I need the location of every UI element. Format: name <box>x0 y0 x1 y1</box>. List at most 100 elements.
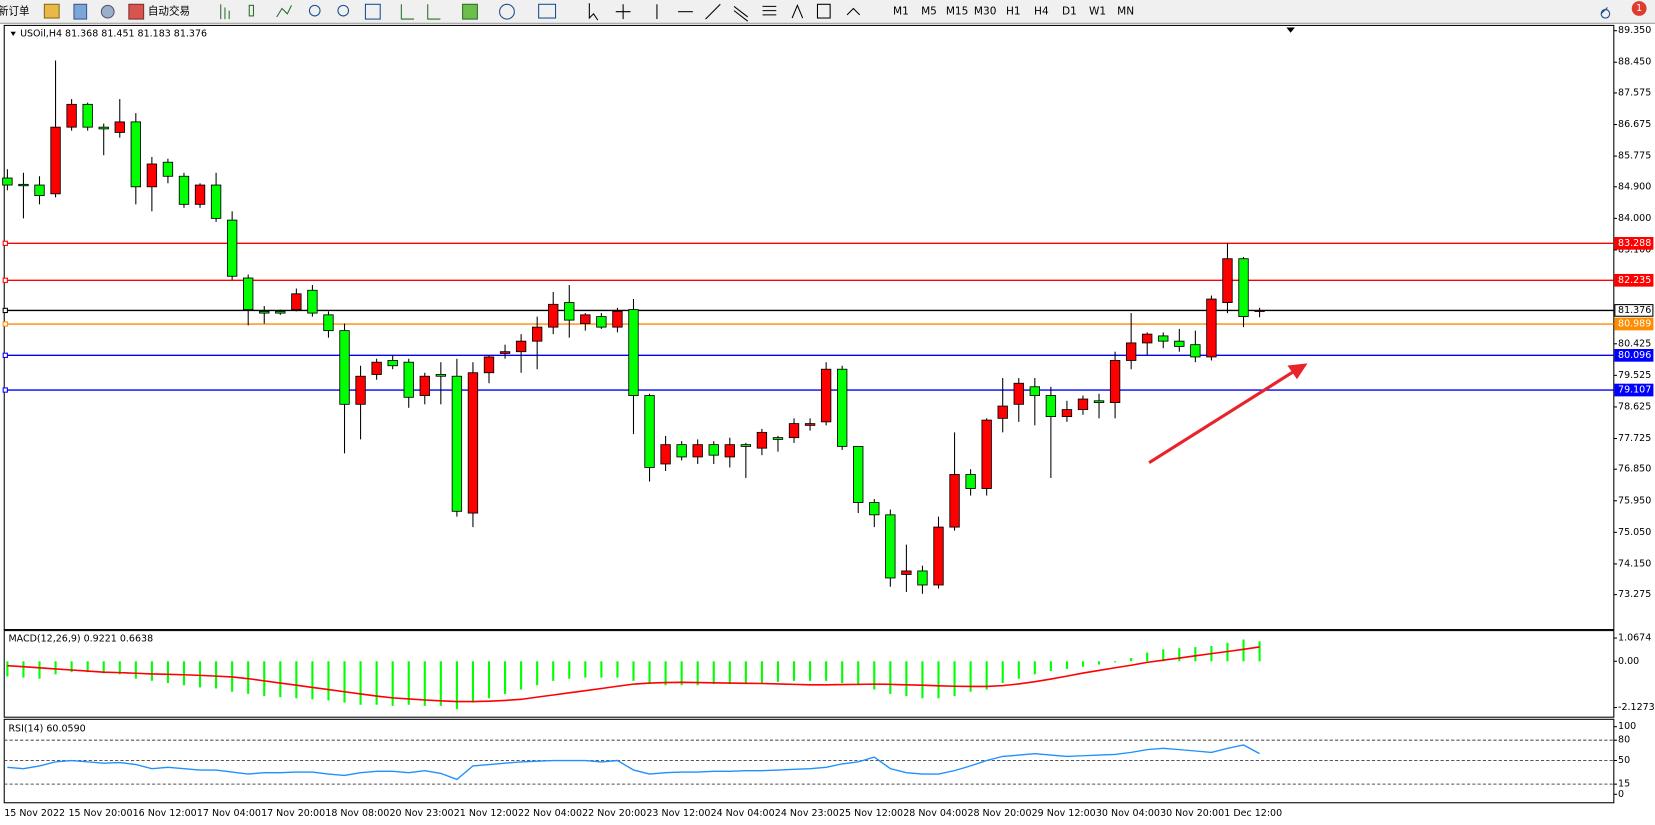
y-tick-label: 83.100 <box>1618 244 1651 255</box>
candle-body <box>451 375 463 512</box>
candle-body <box>548 303 559 328</box>
level-handle <box>2 321 8 327</box>
auto-trading-button[interactable]: 自动交易 <box>148 5 190 18</box>
icon[interactable] <box>337 4 350 17</box>
icon[interactable] <box>615 4 631 20</box>
icon[interactable] <box>364 3 381 20</box>
timeframe-button[interactable]: W1 <box>1089 6 1106 18</box>
y-tick-label: 78.625 <box>1618 401 1651 412</box>
y-tick-label: 75.950 <box>1618 495 1651 506</box>
timeframe-button[interactable]: M5 <box>921 6 937 18</box>
candle-body <box>1029 386 1040 396</box>
level-label-bg <box>1614 304 1654 317</box>
candle-body <box>820 368 832 423</box>
notification-badge[interactable] <box>1631 1 1647 16</box>
timeframe-button[interactable]: H1 <box>1006 6 1021 18</box>
signal-line <box>7 646 1260 703</box>
icon[interactable] <box>220 4 230 20</box>
icon[interactable] <box>43 3 60 19</box>
timeframe-button[interactable]: D1 <box>1062 6 1077 18</box>
icon[interactable] <box>248 4 255 17</box>
x-tick-label: 15 Nov 2022 <box>4 808 65 819</box>
y-tick-label: 50 <box>1618 755 1630 766</box>
icon[interactable] <box>705 3 721 20</box>
candle-body <box>499 351 511 354</box>
level-label: 80.096 <box>1618 350 1651 361</box>
timeframe-button[interactable]: H4 <box>1034 6 1049 18</box>
search-icon[interactable] <box>1600 7 1611 19</box>
symbol-menu-arrow[interactable] <box>10 31 16 36</box>
candle-body <box>1142 333 1153 344</box>
icon[interactable] <box>791 3 804 19</box>
icon[interactable] <box>73 3 88 20</box>
icon[interactable] <box>400 4 415 20</box>
arrow-head <box>1287 363 1308 380</box>
y-tick-label: 100 <box>1618 721 1636 732</box>
icon[interactable] <box>538 3 557 19</box>
x-tick-label: 15 Nov 20:00 <box>68 808 132 819</box>
icon[interactable] <box>733 5 749 22</box>
x-tick-label: 24 Nov 04:00 <box>711 808 775 819</box>
x-tick-label: 23 Nov 12:00 <box>646 808 710 819</box>
candle-body <box>435 374 447 377</box>
candle-body <box>531 326 543 342</box>
candle-body <box>403 361 414 398</box>
candle-body <box>1222 258 1233 303</box>
timeframe-button[interactable]: MN <box>1117 6 1134 18</box>
y-tick-label: 0 <box>1618 789 1624 800</box>
timeframe-button[interactable]: M30 <box>974 6 997 18</box>
icon[interactable] <box>100 4 115 19</box>
y-tick-label: 84.000 <box>1618 213 1651 224</box>
candle-body <box>34 184 45 196</box>
x-tick-label: 30 Nov 04:00 <box>1096 808 1160 819</box>
x-tick-label: 22 Nov 04:00 <box>518 808 582 819</box>
timeframe-button[interactable]: M1 <box>893 6 909 18</box>
candle-body <box>2 177 13 186</box>
toolbar-bg <box>0 0 1655 24</box>
candle-body <box>82 103 93 128</box>
icon[interactable] <box>276 5 292 18</box>
auto-trading-icon[interactable] <box>128 3 145 20</box>
icon[interactable] <box>308 4 321 17</box>
icon[interactable] <box>462 3 478 20</box>
candle-body <box>50 126 61 195</box>
rsi-panel <box>3 718 1615 804</box>
x-tick-label: 28 Nov 04:00 <box>903 808 967 819</box>
chart-title: USOil,H4 81.368 81.451 81.183 81.376 <box>20 28 207 39</box>
candle-body <box>1093 400 1105 403</box>
icon[interactable] <box>427 4 441 20</box>
candle-body <box>162 161 174 177</box>
x-tick-label: 22 Nov 20:00 <box>582 808 646 819</box>
timeframe-button[interactable]: M15 <box>946 6 969 18</box>
candle-body <box>660 444 671 465</box>
candle-body <box>644 395 655 468</box>
y-tick-label: 79.525 <box>1618 370 1651 381</box>
candle-body <box>869 502 880 516</box>
level-label: 81.376 <box>1618 305 1651 316</box>
macd-panel <box>3 630 1615 718</box>
candle-body <box>1174 340 1185 347</box>
icon[interactable] <box>499 3 515 20</box>
new-order-button[interactable]: 新订单 <box>0 5 30 18</box>
icon[interactable] <box>816 3 831 19</box>
level-label-bg <box>1614 317 1654 331</box>
candle-body <box>1013 382 1024 405</box>
chart-shift-marker <box>1286 27 1295 33</box>
candle-body <box>483 356 495 374</box>
candle-body <box>804 423 816 426</box>
icon[interactable] <box>846 7 861 16</box>
candle-body <box>724 444 735 458</box>
toolbar-icons <box>220 3 1611 22</box>
y-tick-label: 88.450 <box>1618 57 1651 68</box>
y-tick-label: 73.275 <box>1618 589 1651 600</box>
y-tick-label: 74.150 <box>1618 558 1651 569</box>
icon[interactable] <box>588 3 599 21</box>
candle-body <box>98 126 109 130</box>
y-tick-label: 80.425 <box>1618 338 1651 349</box>
icon[interactable] <box>762 5 777 16</box>
y-tick-label: 1.0674 <box>1618 633 1651 644</box>
candle-body <box>210 184 222 219</box>
timeframe-bar: M1 M5 M15 M30 H1 H4 D1 W1 MN <box>893 6 1134 18</box>
candle-body <box>371 361 382 375</box>
